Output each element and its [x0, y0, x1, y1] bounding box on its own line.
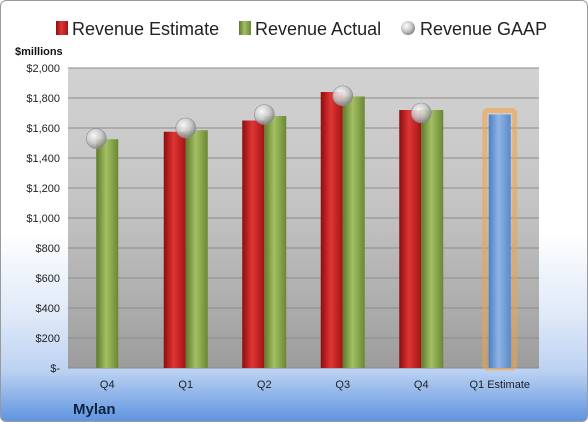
x-tick-label: Q3: [335, 379, 350, 391]
marker-revenue-gaap: [410, 102, 432, 124]
legend-label-revenue-gaap: Revenue GAAP: [420, 19, 547, 39]
bar-revenue-actual: [96, 139, 119, 368]
y-tick-label: $1,600: [26, 123, 60, 135]
bar-revenue-actual: [342, 96, 365, 368]
x-tick-label: Q4: [414, 379, 429, 391]
bar-revenue-actual: [421, 110, 444, 368]
marker-revenue-gaap: [332, 85, 354, 107]
x-tick-label: Q1: [178, 379, 193, 391]
legend: Revenue Estimate Revenue Actual Revenue …: [56, 19, 547, 39]
gridlines: [68, 67, 539, 369]
y-axis-ticks: $- $200 $400 $600 $800 $1,000 $1,200 $1,400 $1,6…: [26, 63, 60, 375]
company-name: Mylan: [73, 401, 116, 418]
y-tick-label: $-: [50, 363, 60, 375]
y-tick-label: $800: [36, 243, 60, 255]
marker-revenue-gaap: [85, 128, 107, 149]
bar-revenue-actual: [185, 130, 208, 368]
legend-label-revenue-estimate: Revenue Estimate: [72, 19, 219, 39]
y-tick-label: $400: [36, 303, 60, 315]
bars: [96, 92, 518, 371]
bar-revenue-actual: [264, 116, 287, 368]
gaap-markers: [85, 85, 432, 149]
legend-label-revenue-actual: Revenue Actual: [255, 19, 381, 39]
y-tick-label: $200: [36, 333, 60, 345]
y-tick-label: $1,400: [26, 153, 60, 165]
y-tick-label: $1,800: [26, 93, 60, 105]
y-axis-unit-label: $millions: [15, 46, 63, 58]
bar-revenue-estimate: [399, 110, 422, 368]
y-tick-label: $2,000: [26, 63, 60, 75]
legend-swatch-revenue-estimate: [56, 21, 68, 35]
bar-revenue-estimate: [163, 131, 186, 368]
x-tick-label: Q2: [257, 379, 272, 391]
y-tick-label: $1,000: [26, 213, 60, 225]
legend-swatch-revenue-gaap: [401, 21, 415, 35]
x-tick-label: Q4: [100, 379, 115, 391]
y-tick-label: $1,200: [26, 183, 60, 195]
legend-swatch-revenue-actual: [239, 21, 251, 35]
x-axis-ticks: Q4 Q1 Q2 Q3 Q4 Q1 Estimate: [100, 379, 530, 391]
marker-revenue-gaap: [253, 104, 275, 125]
bar-revenue-estimate: [242, 120, 265, 368]
bar-q1-estimate: [488, 114, 511, 368]
x-tick-label: Q1 Estimate: [469, 379, 530, 391]
marker-revenue-gaap: [175, 117, 197, 139]
bar-revenue-estimate: [320, 92, 343, 368]
y-tick-label: $600: [36, 273, 60, 285]
